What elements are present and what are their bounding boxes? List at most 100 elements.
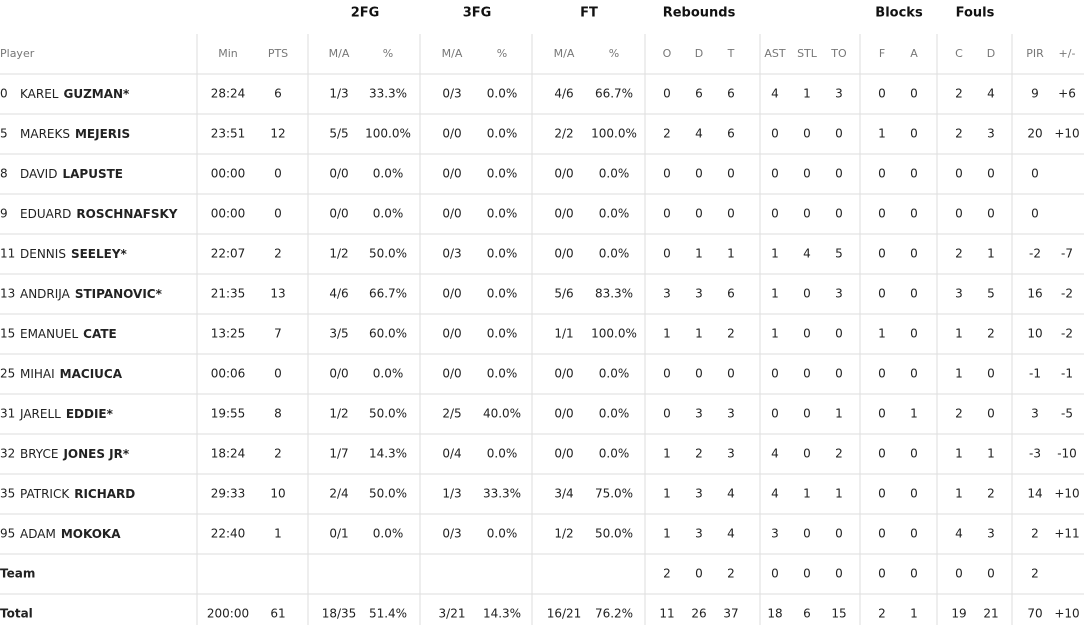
stat-cell: -2 (1029, 247, 1041, 261)
column-header: +/- (1059, 47, 1076, 60)
stat-cell: 33.3% (369, 87, 407, 101)
stat-cell: 4 (803, 247, 811, 261)
stat-cell: +10 (1054, 127, 1079, 141)
stat-cell: 0 (663, 247, 671, 261)
column-header: T (727, 47, 735, 60)
column-header: M/A (554, 47, 575, 60)
stat-cell: 0 (803, 207, 811, 221)
stat-cell: 0 (663, 87, 671, 101)
stat-cell: 1 (771, 327, 779, 341)
last-name: LAPUSTE (62, 167, 123, 181)
stat-cell: 1/1 (554, 327, 573, 341)
last-name: MOKOKA (61, 527, 121, 541)
first-name: EDUARD (20, 207, 71, 221)
column-header: Player (0, 47, 35, 60)
stat-cell: 1 (771, 247, 779, 261)
stat-cell: 83.3% (595, 287, 633, 301)
stat-cell: 2 (878, 607, 886, 621)
stat-cell: 0/4 (442, 447, 461, 461)
column-header: D (695, 47, 703, 60)
stat-cell: 0 (910, 167, 918, 181)
stat-cell: 1 (987, 247, 995, 261)
stat-cell: 1 (835, 487, 843, 501)
stat-cell: 23:51 (211, 127, 246, 141)
stat-cell: 1 (274, 527, 282, 541)
column-header: % (383, 47, 393, 60)
stat-cell: 0/0 (554, 207, 573, 221)
first-name: DENNIS (20, 247, 66, 261)
stat-cell: 0.0% (487, 367, 518, 381)
stat-cell: 1/2 (329, 407, 348, 421)
stat-cell: 2 (955, 87, 963, 101)
stat-cell: 0/3 (442, 247, 461, 261)
stat-cell: +10 (1054, 487, 1079, 501)
column-header: O (663, 47, 672, 60)
stat-cell: 1 (803, 487, 811, 501)
stat-cell: 66.7% (595, 87, 633, 101)
column-header: % (497, 47, 507, 60)
player-number: 25 (0, 367, 15, 381)
stat-cell: 1/3 (442, 487, 461, 501)
stat-cell: 66.7% (369, 287, 407, 301)
last-name: SEELEY* (71, 247, 128, 261)
stat-cell: 0/0 (554, 247, 573, 261)
stat-cell: 50.0% (369, 487, 407, 501)
stat-cell: 4 (771, 447, 779, 461)
stat-cell: 22:40 (211, 527, 246, 541)
stat-cell: 1 (878, 127, 886, 141)
stat-cell: 1/2 (329, 247, 348, 261)
stat-cell: 12 (270, 127, 285, 141)
stat-cell: 0 (771, 207, 779, 221)
stat-cell: 13:25 (211, 327, 246, 341)
player-number: 32 (0, 447, 15, 461)
stat-cell: 0 (987, 567, 995, 581)
stat-cell: 0.0% (599, 247, 630, 261)
column-header: F (879, 47, 885, 60)
first-name: MIHAI (20, 367, 55, 381)
last-name: STIPANOVIC* (75, 287, 163, 301)
stat-cell: 1 (803, 87, 811, 101)
stat-cell: 0 (695, 207, 703, 221)
stat-cell: 2 (987, 327, 995, 341)
stat-cell: 0.0% (599, 167, 630, 181)
stat-cell: 4/6 (329, 287, 348, 301)
stat-cell: 1 (663, 487, 671, 501)
stat-cell: 2 (955, 127, 963, 141)
stat-cell: 2/5 (442, 407, 461, 421)
column-header: PTS (268, 47, 288, 60)
stat-cell: 0 (663, 207, 671, 221)
column-header: % (609, 47, 619, 60)
stat-cell: 0/0 (442, 167, 461, 181)
group-header: 3FG (463, 6, 492, 21)
stat-cell: 3 (955, 287, 963, 301)
stat-cell: 3 (987, 127, 995, 141)
stat-cell: 29:33 (211, 487, 246, 501)
stat-cell: 0 (835, 567, 843, 581)
stat-cell: 0 (803, 527, 811, 541)
stat-cell: 0 (727, 207, 735, 221)
stat-cell: 3 (727, 447, 735, 461)
stat-cell: 1 (663, 527, 671, 541)
player-number: 31 (0, 407, 15, 421)
stat-cell: 60.0% (369, 327, 407, 341)
stat-cell: 0 (1031, 167, 1039, 181)
stat-cell: 0 (274, 207, 282, 221)
stat-cell: 0 (878, 367, 886, 381)
stat-cell: 3 (695, 487, 703, 501)
stat-cell: 200:00 (207, 607, 249, 621)
stat-cell: 0.0% (487, 247, 518, 261)
stat-cell: 1 (835, 407, 843, 421)
stat-cell: 6 (695, 87, 703, 101)
stat-cell: 0.0% (487, 87, 518, 101)
stat-cell: 10 (1027, 327, 1042, 341)
player-name: MAREKS MEJERIS (20, 127, 130, 141)
stat-cell: 0 (803, 567, 811, 581)
stat-cell: 7 (274, 327, 282, 341)
player-name: PATRICK RICHARD (20, 487, 135, 501)
stat-cell: 1/7 (329, 447, 348, 461)
player-name: EDUARD ROSCHNAFSKY (20, 207, 178, 221)
stat-cell: +10 (1054, 607, 1079, 621)
stat-cell: 0 (910, 447, 918, 461)
stat-cell: -10 (1057, 447, 1077, 461)
stat-cell: 1 (910, 407, 918, 421)
